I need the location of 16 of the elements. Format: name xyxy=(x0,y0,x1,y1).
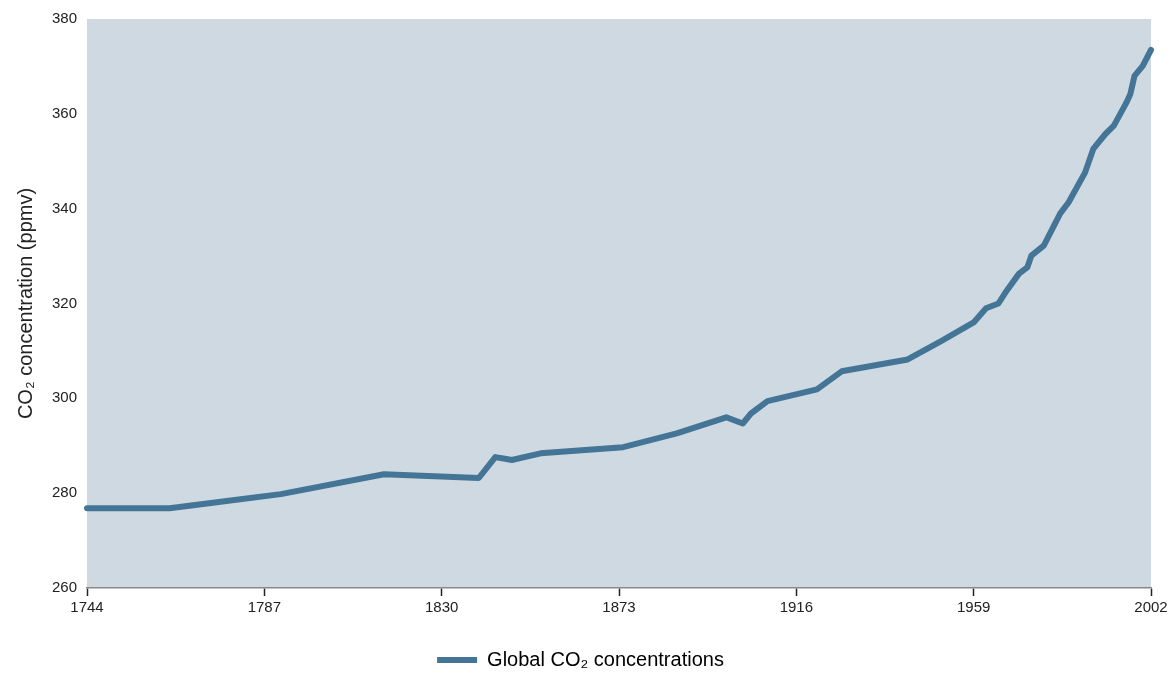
legend-label: Global CO₂ concentrations xyxy=(487,647,724,670)
x-tick-label: 1744 xyxy=(70,598,104,616)
y-tick-label: 360 xyxy=(52,103,78,121)
x-tick-label: 1916 xyxy=(779,598,814,616)
y-axis-title: CO₂ concentration (ppmv) xyxy=(13,187,36,420)
y-tick-label: 380 xyxy=(52,9,78,27)
y-tick-label: 280 xyxy=(52,483,78,501)
x-tick-label: 1787 xyxy=(247,598,282,616)
y-tick-label: 260 xyxy=(52,578,78,596)
x-tick-label: 2002 xyxy=(1134,598,1168,616)
y-tick-label: 300 xyxy=(52,388,78,406)
y-tick-label: 320 xyxy=(52,293,78,311)
y-tick-label: 340 xyxy=(52,198,78,216)
x-tick-label: 1959 xyxy=(956,598,991,616)
x-tick-label: 1873 xyxy=(602,598,636,616)
x-tick-label: 1830 xyxy=(425,598,459,616)
